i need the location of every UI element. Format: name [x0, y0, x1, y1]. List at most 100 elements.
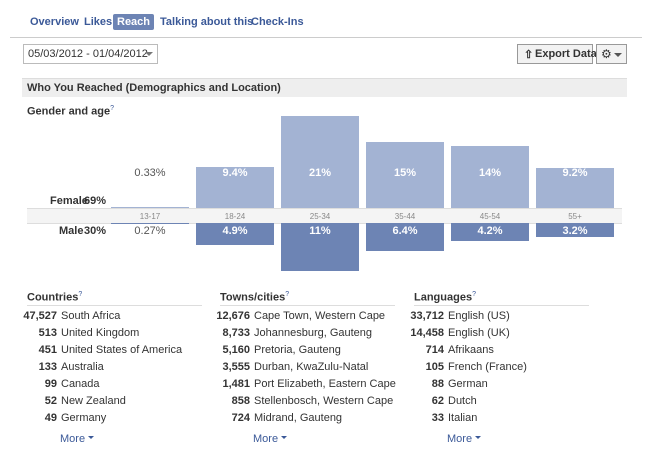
more-arrow [88, 436, 95, 442]
export-label: Export Data [535, 48, 597, 60]
list-count: 858 [231, 395, 250, 407]
list-count: 714 [425, 344, 444, 356]
list-count: 513 [38, 327, 57, 339]
list-name: Pretoria, Gauteng [254, 344, 341, 356]
section-title: Who You Reached (Demographics and Locati… [27, 82, 281, 94]
female-value-label: 9.4% [222, 167, 248, 179]
list-count: 451 [38, 344, 57, 356]
list-count: 52 [44, 395, 57, 407]
more-link[interactable]: More [253, 433, 288, 445]
age-label: 13-17 [139, 212, 161, 221]
title-text: Gender and age [27, 105, 111, 118]
help[interactable]: ? [78, 291, 83, 298]
list-count: 88 [431, 378, 444, 390]
date-dropdown[interactable]: 05/03/2012 - 01/04/2012 [23, 44, 158, 64]
list-count: 14,458 [410, 327, 444, 339]
list-count: 62 [431, 395, 444, 407]
list-name: Durban, KwaZulu-Natal [254, 361, 369, 373]
list-title: Languages? [414, 291, 476, 304]
list-count: 47,527 [23, 310, 57, 322]
list-name: English (UK) [448, 327, 510, 339]
help[interactable]: ? [285, 291, 290, 298]
dropdown-arrow [145, 52, 153, 60]
list-name: Johannesburg, Gauteng [254, 327, 373, 339]
list-count: 33,712 [410, 310, 444, 322]
more-link[interactable]: More [60, 433, 95, 445]
more-link[interactable]: More [447, 433, 482, 445]
title-text: Languages [414, 291, 473, 304]
list-divider [27, 305, 202, 306]
tab-divider [10, 37, 642, 38]
help[interactable]: ? [472, 291, 476, 298]
male-value-label: 0.27% [134, 225, 166, 237]
list-name: Germany [61, 412, 107, 424]
list-name: New Zealand [61, 395, 126, 407]
list-name: United States of America [61, 344, 183, 356]
female-label: Female [50, 195, 88, 207]
list-count: 49 [44, 412, 57, 424]
more-arrow [475, 436, 482, 442]
female-bar [111, 206, 189, 208]
list-name: Cape Town, Western Cape [254, 310, 386, 322]
title-text: Towns/cities [220, 291, 286, 304]
list-name: German [448, 378, 488, 390]
male-label: Male [59, 225, 84, 237]
tab[interactable]: Talking about this [160, 16, 254, 28]
list-name: French (France) [448, 361, 527, 373]
male-total: 30% [84, 225, 107, 237]
list-count: 12,676 [216, 310, 250, 322]
list-title: Countries? [27, 291, 82, 304]
list-count: 99 [44, 378, 57, 390]
tab[interactable]: Reach [113, 14, 155, 30]
tab[interactable]: Check-Ins [251, 16, 304, 28]
more-arrow [281, 436, 288, 442]
list-name: Port Elizabeth, Eastern Cape [254, 378, 396, 390]
list-divider [414, 305, 589, 306]
list-name: Dutch [448, 395, 477, 407]
gender-age-title: Gender and age? [27, 105, 114, 118]
female-bar [451, 146, 529, 208]
list-name: Stellenbosch, Western Cape [254, 395, 394, 407]
male-bar [366, 223, 444, 252]
female-value-label: 14% [478, 167, 502, 179]
female-value-label: 9.2% [562, 167, 588, 179]
list-name: Afrikaans [448, 344, 494, 356]
age-label: 45-54 [479, 212, 501, 221]
list-count: 3,555 [222, 361, 250, 373]
list-name: Midrand, Gauteng [254, 412, 343, 424]
tab[interactable]: Likes [84, 16, 113, 28]
list-name: United Kingdom [61, 327, 140, 339]
female-bar [536, 167, 614, 208]
male-value-label: 4.9% [222, 225, 248, 237]
list-divider [220, 305, 395, 306]
male-bar [111, 223, 189, 225]
female-bar [196, 166, 274, 208]
male-bar [536, 223, 614, 238]
list-name: Canada [61, 378, 100, 390]
female-value-label: 0.33% [134, 167, 166, 179]
list-count: 133 [38, 361, 57, 373]
tab[interactable]: Overview [30, 16, 79, 28]
age-label: 18-24 [224, 212, 246, 221]
list-count: 5,160 [222, 344, 250, 356]
male-bar [196, 223, 274, 245]
settings-button[interactable]: ⚙ [596, 44, 627, 64]
list-count: 724 [231, 412, 250, 424]
help[interactable]: ? [110, 105, 115, 112]
male-bar [281, 223, 359, 272]
export-button[interactable]: ⇧ Export Data [517, 44, 597, 64]
section-bar: Who You Reached (Demographics and Locati… [22, 78, 627, 97]
male-value-label: 11% [309, 225, 331, 237]
female-bar [366, 142, 444, 208]
female-value-label: 21% [308, 167, 332, 179]
export-icon: ⇧ [524, 49, 534, 61]
male-value-label: 3.2% [562, 225, 588, 237]
list-count: 8,733 [222, 327, 250, 339]
list-title: Towns/cities? [220, 291, 289, 304]
list-count: 33 [431, 412, 444, 424]
age-label: 25-34 [309, 212, 331, 221]
list-count: 105 [425, 361, 444, 373]
list-name: South Africa [61, 310, 121, 322]
female-total: 69% [84, 195, 107, 207]
